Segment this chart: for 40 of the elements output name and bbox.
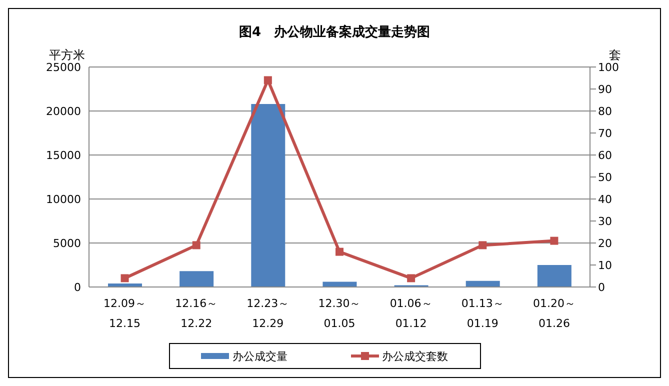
y2-tick-label: 10 <box>598 258 612 272</box>
y-axis-title: 平方米 <box>49 47 85 62</box>
y2-tick-label: 50 <box>598 170 612 184</box>
y2-tick-label: 60 <box>598 148 612 162</box>
point <box>264 76 272 84</box>
x-tick-label: 12.23～ 12.29 <box>246 297 290 330</box>
legend-label: 办公成交套数 <box>382 348 448 364</box>
bar <box>251 104 286 287</box>
legend-label: 办公成交量 <box>232 348 288 364</box>
y-tick-label: 5000 <box>53 236 81 250</box>
x-tick-label: 01.06～ 01.12 <box>390 297 432 330</box>
y2-tick-label: 70 <box>598 126 612 140</box>
x-tick-label: 12.09～ 12.15 <box>104 297 146 330</box>
y2-tick-label: 30 <box>598 214 612 228</box>
y2-tick-label: 80 <box>598 104 612 118</box>
y2-tick-label: 20 <box>598 236 612 250</box>
x-tick-label: 01.13～ 01.19 <box>461 297 504 330</box>
y2-tick-label: 90 <box>598 82 612 96</box>
bar <box>537 265 572 287</box>
y-tick-label: 10000 <box>46 192 81 206</box>
bar <box>322 282 357 287</box>
chart-title: 图4 办公物业备案成交量走势图 <box>238 24 432 41</box>
x-tick-label: 12.30～ 01.05 <box>318 297 361 330</box>
y-tick-label: 20000 <box>46 104 81 118</box>
point <box>192 241 200 250</box>
point <box>336 248 344 256</box>
y-tick-label: 15000 <box>46 148 81 162</box>
y-tick-label: 25000 <box>46 60 81 74</box>
point <box>550 236 558 245</box>
y2-axis-title: 套 <box>609 47 621 62</box>
bar <box>180 271 214 287</box>
x-tick-label: 12.16～ 12.22 <box>175 297 218 330</box>
point <box>407 274 416 282</box>
y2-tick-label: 40 <box>598 192 612 206</box>
point <box>120 274 129 282</box>
x-tick-label: 01.20～ 01.26 <box>532 297 576 330</box>
point <box>478 241 487 250</box>
y2-tick-label: 100 <box>598 60 619 74</box>
y2-tick-label: 0 <box>598 280 605 294</box>
y-tick-label: 0 <box>74 280 81 294</box>
